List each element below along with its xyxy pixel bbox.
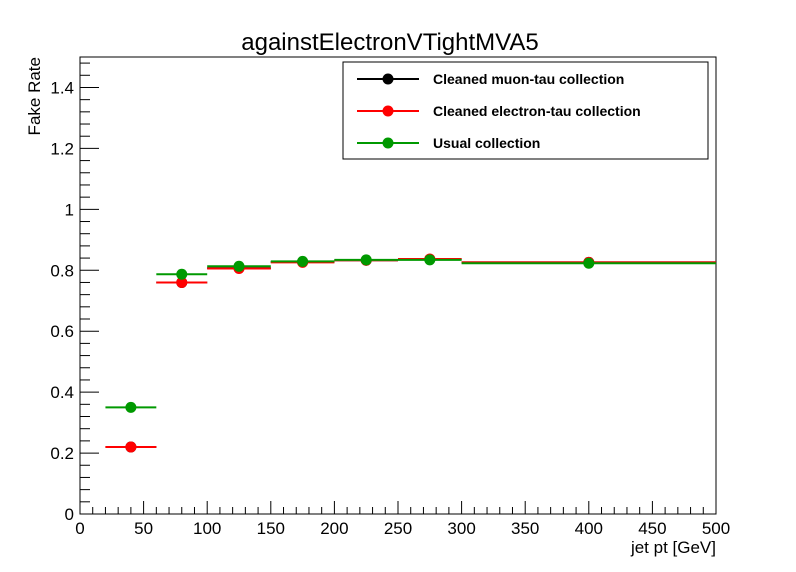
y-tick-label: 1 <box>65 200 74 219</box>
legend: Cleaned muon-tau collection Cleaned elect… <box>343 62 708 159</box>
data-point <box>297 256 308 267</box>
chart-title: againstElectronVTightMVA5 <box>241 29 538 56</box>
data-point <box>176 269 187 280</box>
data-point <box>234 261 245 272</box>
x-tick-label: 50 <box>134 519 153 538</box>
x-tick-label: 0 <box>75 519 84 538</box>
legend-marker-swatch <box>383 138 394 149</box>
x-tick-label: 150 <box>257 519 285 538</box>
y-tick-label: 1.2 <box>50 139 74 158</box>
x-tick-label: 250 <box>384 519 412 538</box>
legend-marker-swatch <box>383 106 394 117</box>
x-tick-label: 400 <box>575 519 603 538</box>
data-point <box>125 441 136 452</box>
x-tick-label: 100 <box>193 519 221 538</box>
y-tick-label: 0.4 <box>50 383 74 402</box>
y-tick-label: 0.8 <box>50 261 74 280</box>
x-axis-label: jet pt [GeV] <box>630 538 716 557</box>
y-axis-label: Fake Rate <box>25 57 44 135</box>
legend-marker-swatch <box>383 74 394 85</box>
legend-label: Cleaned muon-tau collection <box>433 71 624 87</box>
x-tick-label: 300 <box>447 519 475 538</box>
y-tick-label: 0.2 <box>50 444 74 463</box>
y-tick-label: 0.6 <box>50 322 74 341</box>
data-point <box>125 402 136 413</box>
data-point <box>361 254 372 265</box>
x-tick-label: 500 <box>702 519 730 538</box>
data-point <box>583 258 594 269</box>
y-tick-label: 1.4 <box>50 78 74 97</box>
x-tick-label: 350 <box>511 519 539 538</box>
x-tick-label: 200 <box>320 519 348 538</box>
legend-label: Usual collection <box>433 135 540 151</box>
y-tick-label: 0 <box>65 505 74 524</box>
x-tick-label: 450 <box>638 519 666 538</box>
legend-label: Cleaned electron-tau collection <box>433 103 641 119</box>
data-point <box>424 254 435 265</box>
